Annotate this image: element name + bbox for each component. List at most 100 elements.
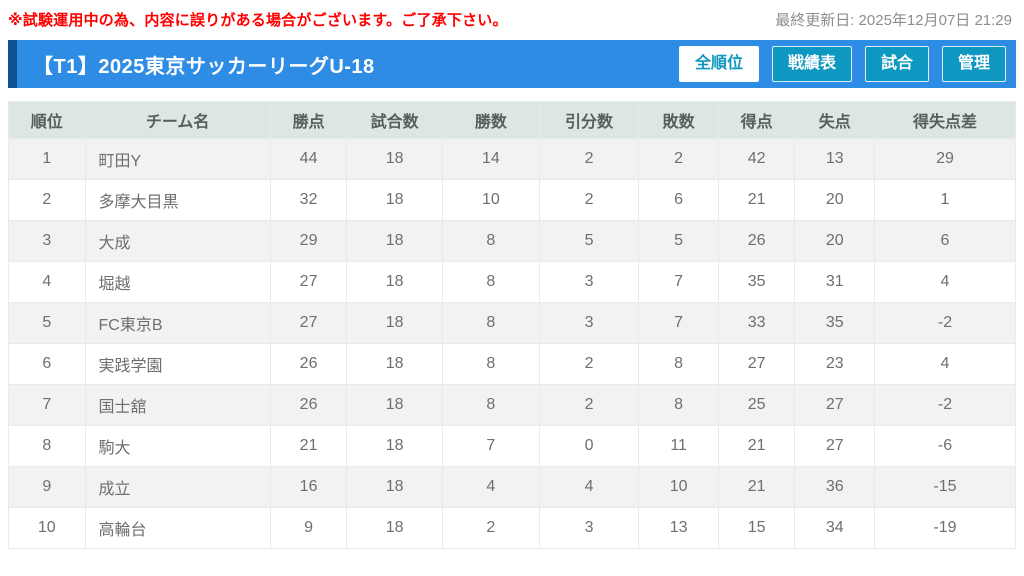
stat-cell: 35 xyxy=(717,261,796,303)
stat-cell: 35 xyxy=(794,302,875,344)
column-header: 得点 xyxy=(717,101,796,139)
stat-cell: 4 xyxy=(873,261,1017,303)
stat-cell: 3 xyxy=(538,507,640,549)
stat-cell: 18 xyxy=(346,343,443,385)
stat-cell: 34 xyxy=(794,507,875,549)
stat-cell: 29 xyxy=(873,138,1017,180)
stat-cell: 33 xyxy=(717,302,796,344)
column-header: 勝数 xyxy=(442,101,540,139)
stat-cell: 6 xyxy=(873,220,1017,262)
stat-cell: 31 xyxy=(794,261,875,303)
stat-cell: 11 xyxy=(638,425,719,467)
stat-cell: 26 xyxy=(717,220,796,262)
stat-cell: 25 xyxy=(717,384,796,426)
stat-cell: 0 xyxy=(538,425,640,467)
rank-cell: 2 xyxy=(8,179,86,221)
stat-cell: 5 xyxy=(538,220,640,262)
table-row: 2 多摩大目黒 32 18 10 2 6 21 20 1 xyxy=(8,179,1017,221)
tab-matches[interactable]: 試合 xyxy=(864,46,929,82)
table-row: 1 町田Y 44 18 14 2 2 42 13 29 xyxy=(8,138,1017,180)
rank-cell: 1 xyxy=(8,138,86,180)
team-name-cell: 成立 xyxy=(84,466,271,508)
rank-cell: 9 xyxy=(8,466,86,508)
tab-results-grid[interactable]: 戦績表 xyxy=(771,46,852,82)
stat-cell: 8 xyxy=(638,343,719,385)
stat-cell: 8 xyxy=(638,384,719,426)
stat-cell: 4 xyxy=(538,466,640,508)
stat-cell: 2 xyxy=(538,384,640,426)
stat-cell: 13 xyxy=(794,138,875,180)
stat-cell: 18 xyxy=(346,138,443,180)
notice-bar: ※試験運用中の為、内容に誤りがある場合がございます。ご了承下さい。 最終更新日:… xyxy=(0,0,1024,40)
stat-cell: 42 xyxy=(717,138,796,180)
stat-cell: 27 xyxy=(717,343,796,385)
stat-cell: 2 xyxy=(442,507,540,549)
column-header: 敗数 xyxy=(638,101,719,139)
team-name-cell: 駒大 xyxy=(84,425,271,467)
stat-cell: 18 xyxy=(346,384,443,426)
stat-cell: 21 xyxy=(717,425,796,467)
stat-cell: 18 xyxy=(346,507,443,549)
column-header: 得失点差 xyxy=(873,101,1017,139)
last-updated-text: 最終更新日: 2025年12月07日 21:29 xyxy=(775,12,1012,29)
table-row: 8 駒大 21 18 7 0 11 21 27 -6 xyxy=(8,425,1017,467)
column-header: 失点 xyxy=(794,101,875,139)
stat-cell: 26 xyxy=(269,384,348,426)
stat-cell: 16 xyxy=(269,466,348,508)
stat-cell: 7 xyxy=(638,302,719,344)
stat-cell: 8 xyxy=(442,261,540,303)
trial-notice-text: ※試験運用中の為、内容に誤りがある場合がございます。ご了承下さい。 xyxy=(8,12,508,29)
stat-cell: 21 xyxy=(717,466,796,508)
stat-cell: 4 xyxy=(442,466,540,508)
stat-cell: 27 xyxy=(794,384,875,426)
stat-cell: 7 xyxy=(442,425,540,467)
stat-cell: 18 xyxy=(346,302,443,344)
stat-cell: 14 xyxy=(442,138,540,180)
stat-cell: -19 xyxy=(873,507,1017,549)
team-name-cell: FC東京B xyxy=(84,302,271,344)
column-header: 勝点 xyxy=(269,101,348,139)
tab-admin[interactable]: 管理 xyxy=(941,46,1006,82)
column-header: チーム名 xyxy=(84,101,271,139)
stat-cell: 8 xyxy=(442,220,540,262)
team-name-cell: 多摩大目黒 xyxy=(84,179,271,221)
stat-cell: 32 xyxy=(269,179,348,221)
stat-cell: 2 xyxy=(538,179,640,221)
rank-cell: 7 xyxy=(8,384,86,426)
column-header: 順位 xyxy=(8,101,86,139)
stat-cell: 27 xyxy=(269,302,348,344)
rank-cell: 8 xyxy=(8,425,86,467)
stat-cell: 26 xyxy=(269,343,348,385)
stat-cell: 4 xyxy=(873,343,1017,385)
stat-cell: 1 xyxy=(873,179,1017,221)
table-row: 10 高輪台 9 18 2 3 13 15 34 -19 xyxy=(8,507,1017,549)
stat-cell: 27 xyxy=(794,425,875,467)
rank-cell: 3 xyxy=(8,220,86,262)
stat-cell: 8 xyxy=(442,343,540,385)
table-row: 6 実践学園 26 18 8 2 8 27 23 4 xyxy=(8,343,1017,385)
column-header: 試合数 xyxy=(346,101,443,139)
stat-cell: 10 xyxy=(442,179,540,221)
league-title: 【T1】2025東京サッカーリーグU-18 xyxy=(33,55,375,78)
stat-cell: 3 xyxy=(538,302,640,344)
table-row: 9 成立 16 18 4 4 10 21 36 -15 xyxy=(8,466,1017,508)
table-row: 5 FC東京B 27 18 8 3 7 33 35 -2 xyxy=(8,302,1017,344)
stat-cell: 36 xyxy=(794,466,875,508)
tab-all-rankings[interactable]: 全順位 xyxy=(678,46,759,82)
stat-cell: 7 xyxy=(638,261,719,303)
standings-table: 順位 チーム名 勝点 試合数 勝数 引分数 敗数 得点 失点 得失点差 1 町田Y 44 18 14 2 2 4… xyxy=(8,101,1017,549)
stat-cell: 18 xyxy=(346,261,443,303)
stat-cell: 21 xyxy=(269,425,348,467)
stat-cell: 18 xyxy=(346,425,443,467)
stat-cell: -15 xyxy=(873,466,1017,508)
stat-cell: 44 xyxy=(269,138,348,180)
table-row: 4 堀越 27 18 8 3 7 35 31 4 xyxy=(8,261,1017,303)
table-row: 7 国士舘 26 18 8 2 8 25 27 -2 xyxy=(8,384,1017,426)
stat-cell: 9 xyxy=(269,507,348,549)
stat-cell: 6 xyxy=(638,179,719,221)
team-name-cell: 大成 xyxy=(84,220,271,262)
stat-cell: 8 xyxy=(442,384,540,426)
stat-cell: 20 xyxy=(794,179,875,221)
stat-cell: 23 xyxy=(794,343,875,385)
